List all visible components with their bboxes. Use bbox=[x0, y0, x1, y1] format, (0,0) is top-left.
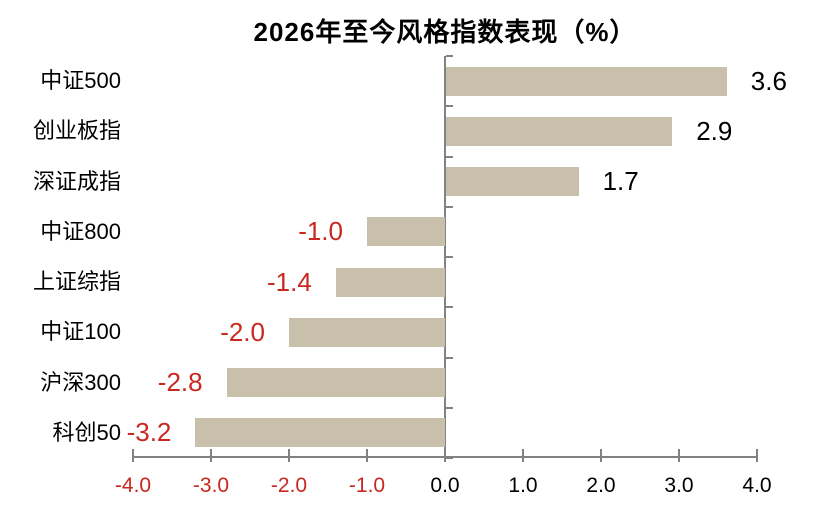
category-label: 上证综指 bbox=[32, 269, 121, 295]
x-axis-tick-label: -3.0 bbox=[192, 474, 230, 497]
chart-title: 2026年至今风格指数表现（%） bbox=[253, 17, 637, 47]
value-label: 3.6 bbox=[750, 65, 787, 96]
value-label: -2.0 bbox=[220, 316, 265, 347]
category-axis-tick bbox=[446, 205, 453, 208]
bar-科创50 bbox=[195, 418, 445, 448]
value-label: -1.4 bbox=[266, 266, 312, 297]
x-axis-tick-label: -2.0 bbox=[270, 474, 308, 497]
x-axis-tick bbox=[210, 449, 212, 462]
category-label: 中证800 bbox=[40, 218, 121, 244]
category-axis-tick bbox=[446, 105, 453, 108]
x-axis-tick bbox=[288, 449, 290, 462]
bar-中证800 bbox=[367, 217, 445, 247]
x-axis-tick bbox=[522, 449, 524, 462]
category-label: 中证500 bbox=[40, 68, 121, 94]
category-label: 创业板指 bbox=[32, 118, 121, 144]
x-axis-tick-label: -1.0 bbox=[348, 474, 386, 497]
x-axis-tick bbox=[132, 449, 134, 462]
category-axis-tick bbox=[446, 457, 453, 459]
category-axis-tick bbox=[446, 55, 453, 57]
category-label: 中证100 bbox=[40, 319, 121, 345]
bar-深证成指 bbox=[446, 167, 579, 197]
x-axis-tick bbox=[756, 449, 758, 462]
x-axis-tick bbox=[444, 449, 446, 462]
category-label: 科创50 bbox=[52, 419, 121, 445]
zero-axis-line bbox=[444, 56, 446, 462]
x-axis-tick-label: -4.0 bbox=[114, 474, 152, 497]
value-label: 1.7 bbox=[602, 166, 639, 197]
bar-中证500 bbox=[446, 66, 727, 96]
category-label: 沪深300 bbox=[40, 369, 121, 395]
x-axis-tick bbox=[678, 449, 680, 462]
x-axis-tick bbox=[366, 449, 368, 462]
x-axis-tick-label: 3.0 bbox=[664, 474, 694, 497]
value-label: -1.0 bbox=[298, 216, 343, 247]
category-axis-tick bbox=[446, 256, 453, 258]
value-label: -3.2 bbox=[126, 417, 172, 448]
category-axis-tick bbox=[446, 406, 453, 409]
x-axis-tick-label: 1.0 bbox=[508, 474, 538, 497]
value-label: 2.9 bbox=[696, 115, 733, 146]
bar-沪深300 bbox=[226, 368, 445, 398]
category-axis-tick bbox=[446, 155, 453, 158]
bar-上证综指 bbox=[335, 267, 445, 297]
category-label: 深证成指 bbox=[32, 168, 121, 194]
x-axis-tick-label: 4.0 bbox=[742, 474, 772, 497]
bar-创业板指 bbox=[446, 116, 673, 146]
bar-中证100 bbox=[289, 317, 445, 347]
x-axis-tick-label: 2.0 bbox=[586, 474, 616, 497]
value-label: -2.8 bbox=[157, 367, 203, 398]
x-axis-tick-label: 0.0 bbox=[430, 474, 460, 497]
category-axis-tick bbox=[446, 356, 453, 359]
x-axis-tick bbox=[600, 449, 602, 462]
category-axis-tick bbox=[446, 306, 453, 309]
